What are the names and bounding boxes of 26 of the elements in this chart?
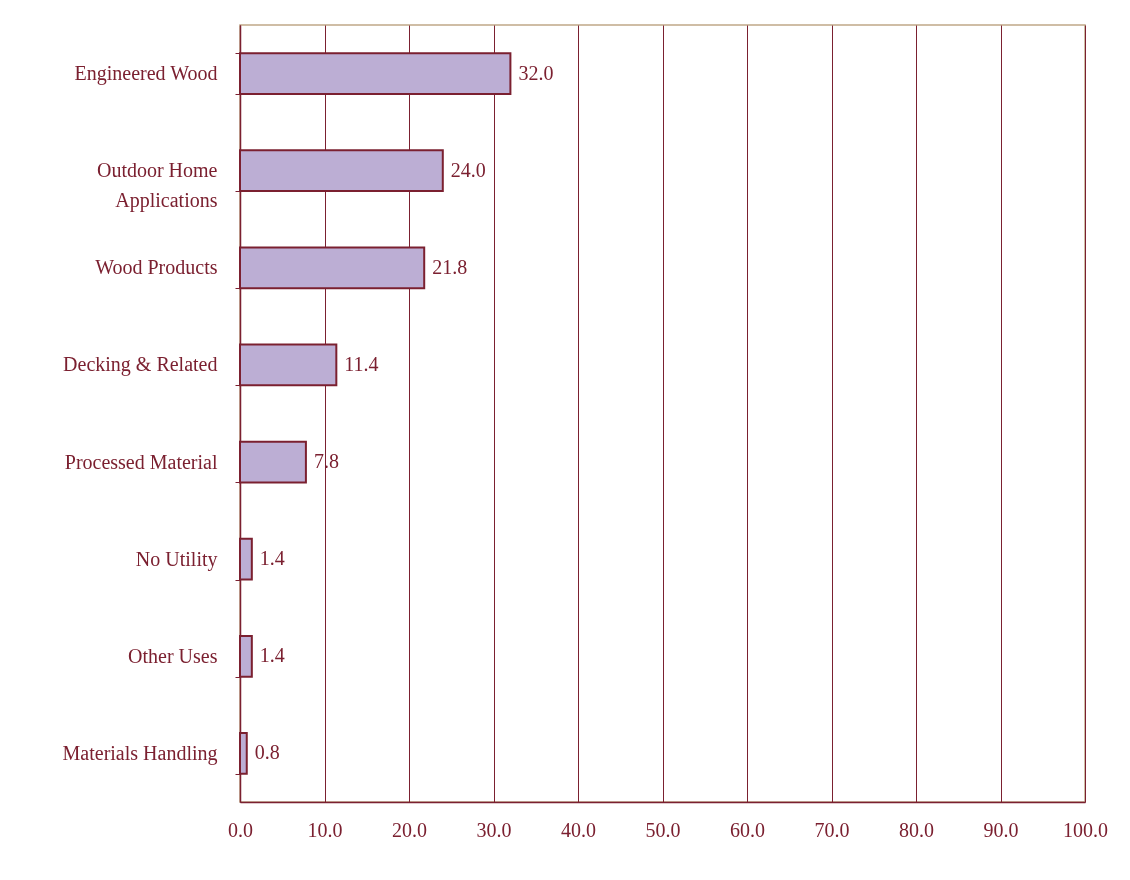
data-label: 11.4 [344,352,379,375]
y-tick-label: No Utility [135,547,218,571]
y-tick-label: Wood Products [95,256,218,279]
data-label: 1.4 [259,547,285,570]
data-label: 0.8 [254,741,280,764]
x-tick-label: 10.0 [307,818,343,841]
x-tick-label: 90.0 [983,818,1019,841]
x-tick-label: 100.0 [1063,818,1108,841]
x-tick-label: 80.0 [899,818,934,841]
data-label: 32.0 [518,61,554,84]
y-tick-label: Materials Handling [62,741,218,765]
x-tick-label: 50.0 [645,818,681,841]
y-tick-label: Outdoor Home Applications [96,159,218,213]
y-tick-label: Engineered Wood [74,62,218,86]
data-label: 21.8 [432,255,468,278]
x-tick-label: 60.0 [730,818,765,841]
x-tick-label: 20.0 [392,818,427,841]
y-tick-label: Other Uses [128,644,218,667]
x-tick-label: 70.0 [814,818,850,841]
x-tick-label: 0.0 [228,818,253,841]
y-tick-label: Processed Material [64,450,218,473]
data-label: 1.4 [259,644,285,667]
y-tick-label: Decking & Related [63,353,218,377]
x-tick-label: 30.0 [476,818,512,841]
x-tick-label: 40.0 [561,818,596,841]
data-label: 24.0 [450,158,486,181]
